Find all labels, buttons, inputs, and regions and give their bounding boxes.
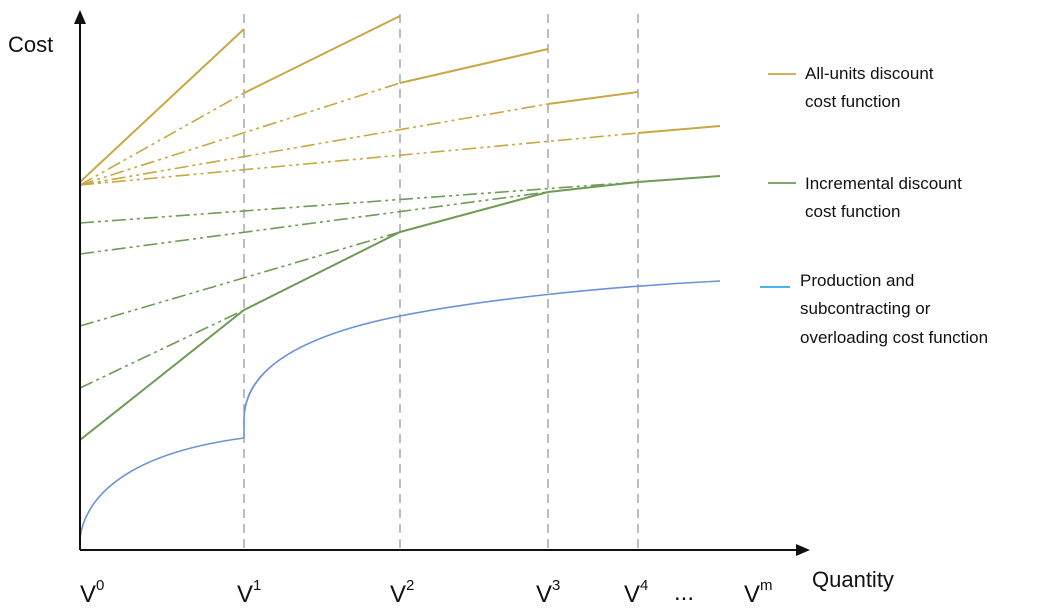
legend-item-production: Production and subcontracting or overloa…: [760, 271, 988, 347]
production-curve-segment-2: [243, 280, 721, 421]
legend-item-incremental: Incremental discount cost function: [768, 174, 962, 221]
tick-label-v2: V2: [390, 577, 414, 608]
guide-lines: [243, 14, 639, 550]
x-axis-label: Quantity: [812, 567, 894, 592]
legend-label-production-line-1: Production and: [800, 271, 914, 290]
incremental-extension-5: [79, 181, 639, 224]
all-units-discount-curves: [79, 15, 721, 183]
incremental-extension-4: [79, 191, 549, 255]
all-units-extension-5: [79, 132, 639, 186]
all-units-segment-1: [79, 28, 245, 183]
tick-ellipsis: ...: [674, 579, 694, 606]
all-units-segment-4: [547, 91, 639, 105]
all-units-extension-3: [79, 82, 401, 186]
production-curves: [79, 280, 721, 539]
legend: All-units discount cost function Increme…: [760, 64, 988, 347]
all-units-extension-4: [79, 103, 549, 186]
tick-label-v3: V3: [536, 577, 560, 608]
x-axis-arrowhead: [796, 544, 810, 556]
legend-label-incremental-line-2: cost function: [805, 202, 900, 221]
tick-label-v4: V4: [624, 577, 648, 608]
incremental-extension-2: [79, 309, 245, 389]
all-units-segment-5: [637, 125, 721, 134]
legend-label-incremental-line-1: Incremental discount: [805, 174, 962, 193]
tick-label-v1: V1: [237, 577, 261, 608]
legend-label-all-units-line-1: All-units discount: [805, 64, 934, 83]
axes: [74, 10, 810, 556]
all-units-segment-3: [399, 48, 549, 84]
all-units-segment-2: [243, 15, 401, 94]
tick-label-v0: V0: [80, 577, 104, 608]
legend-item-all-units: All-units discount cost function: [768, 64, 934, 111]
legend-label-production-line-2: subcontracting or: [800, 299, 931, 318]
legend-label-production-line-3: overloading cost function: [800, 328, 988, 347]
legend-label-all-units-line-2: cost function: [805, 92, 900, 111]
incremental-extensions: [79, 181, 639, 389]
y-axis-label: Cost: [8, 32, 53, 57]
incremental-extension-3: [79, 231, 401, 327]
all-units-extensions: [79, 82, 639, 186]
y-axis-arrowhead: [74, 10, 86, 24]
tick-label-vm: Vm: [744, 577, 773, 608]
production-curve-segment-1: [79, 437, 245, 539]
incremental-discount-curve: [79, 175, 721, 441]
